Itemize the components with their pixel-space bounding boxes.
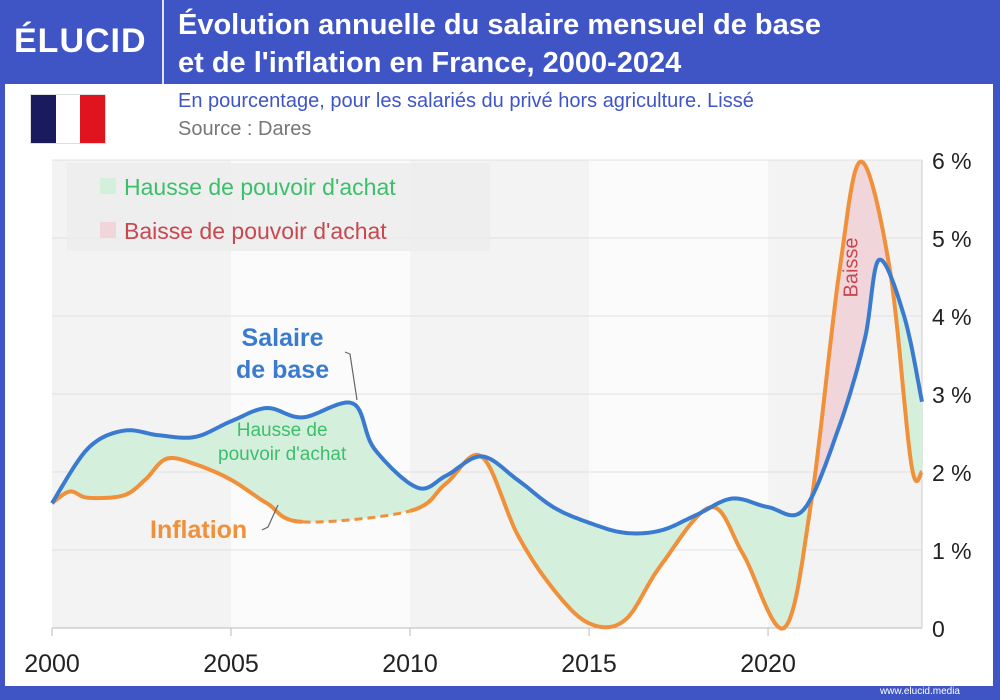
legend-swatch-gain [100, 178, 116, 194]
annotation-loss: Baisse [840, 237, 863, 298]
x-tick-label: 2005 [203, 650, 259, 678]
y-tick-label: 6 % [932, 148, 972, 174]
title-line-1: Évolution annuelle du salaire mensuel de… [178, 9, 822, 41]
annotation-salary-line2: de base [236, 356, 330, 384]
inflation-line-dashed [302, 509, 411, 524]
gain-area [52, 259, 922, 629]
annotation-salary: Salaire de base [236, 322, 329, 386]
y-tick-label: 0 [932, 616, 945, 642]
x-tick-label: 2000 [24, 650, 80, 678]
legend-label-gain: Hausse de pouvoir d'achat [124, 174, 396, 200]
chart-title: Évolution annuelle du salaire mensuel de… [178, 6, 821, 82]
y-tick-label: 3 % [932, 382, 972, 408]
france-flag-icon [30, 94, 106, 144]
x-tick-label: 2010 [382, 650, 438, 678]
header: ÉLUCID Évolution annuelle du salaire men… [0, 0, 1000, 84]
salary-line [50, 257, 924, 536]
annotation-inflation: Inflation [150, 516, 248, 544]
annotation-gain: Hausse de pouvoir d'achat [218, 419, 346, 467]
y-tick-label: 4 % [932, 304, 972, 330]
elucid-logo: ÉLUCID [14, 22, 147, 60]
legend-label-loss: Baisse de pouvoir d'achat [124, 218, 387, 244]
header-divider [162, 0, 164, 84]
x-tick-label: 2015 [561, 650, 617, 678]
inflation-leader-line [261, 504, 279, 531]
y-tick-label: 1 % [932, 538, 972, 564]
y-tick-label: 2 % [932, 460, 972, 486]
legend-swatch-loss [100, 222, 116, 238]
footer-url[interactable]: www.elucid.media [879, 686, 960, 697]
annotation-gain-line2: pouvoir d'achat [218, 444, 347, 465]
legend-box [67, 163, 490, 251]
inflation-line [50, 456, 303, 524]
annotation-gain-line1: Hausse de [236, 420, 328, 441]
title-line-2: et de l'inflation en France, 2000-2024 [178, 47, 682, 79]
y-tick-label: 5 % [932, 226, 972, 252]
salary-leader-line [344, 351, 358, 401]
x-tick-label: 2020 [740, 650, 796, 678]
subtitle: En pourcentage, pour les salariés du pri… [178, 90, 754, 112]
source: Source : Dares [178, 118, 312, 140]
annotation-salary-line1: Salaire [241, 324, 324, 352]
